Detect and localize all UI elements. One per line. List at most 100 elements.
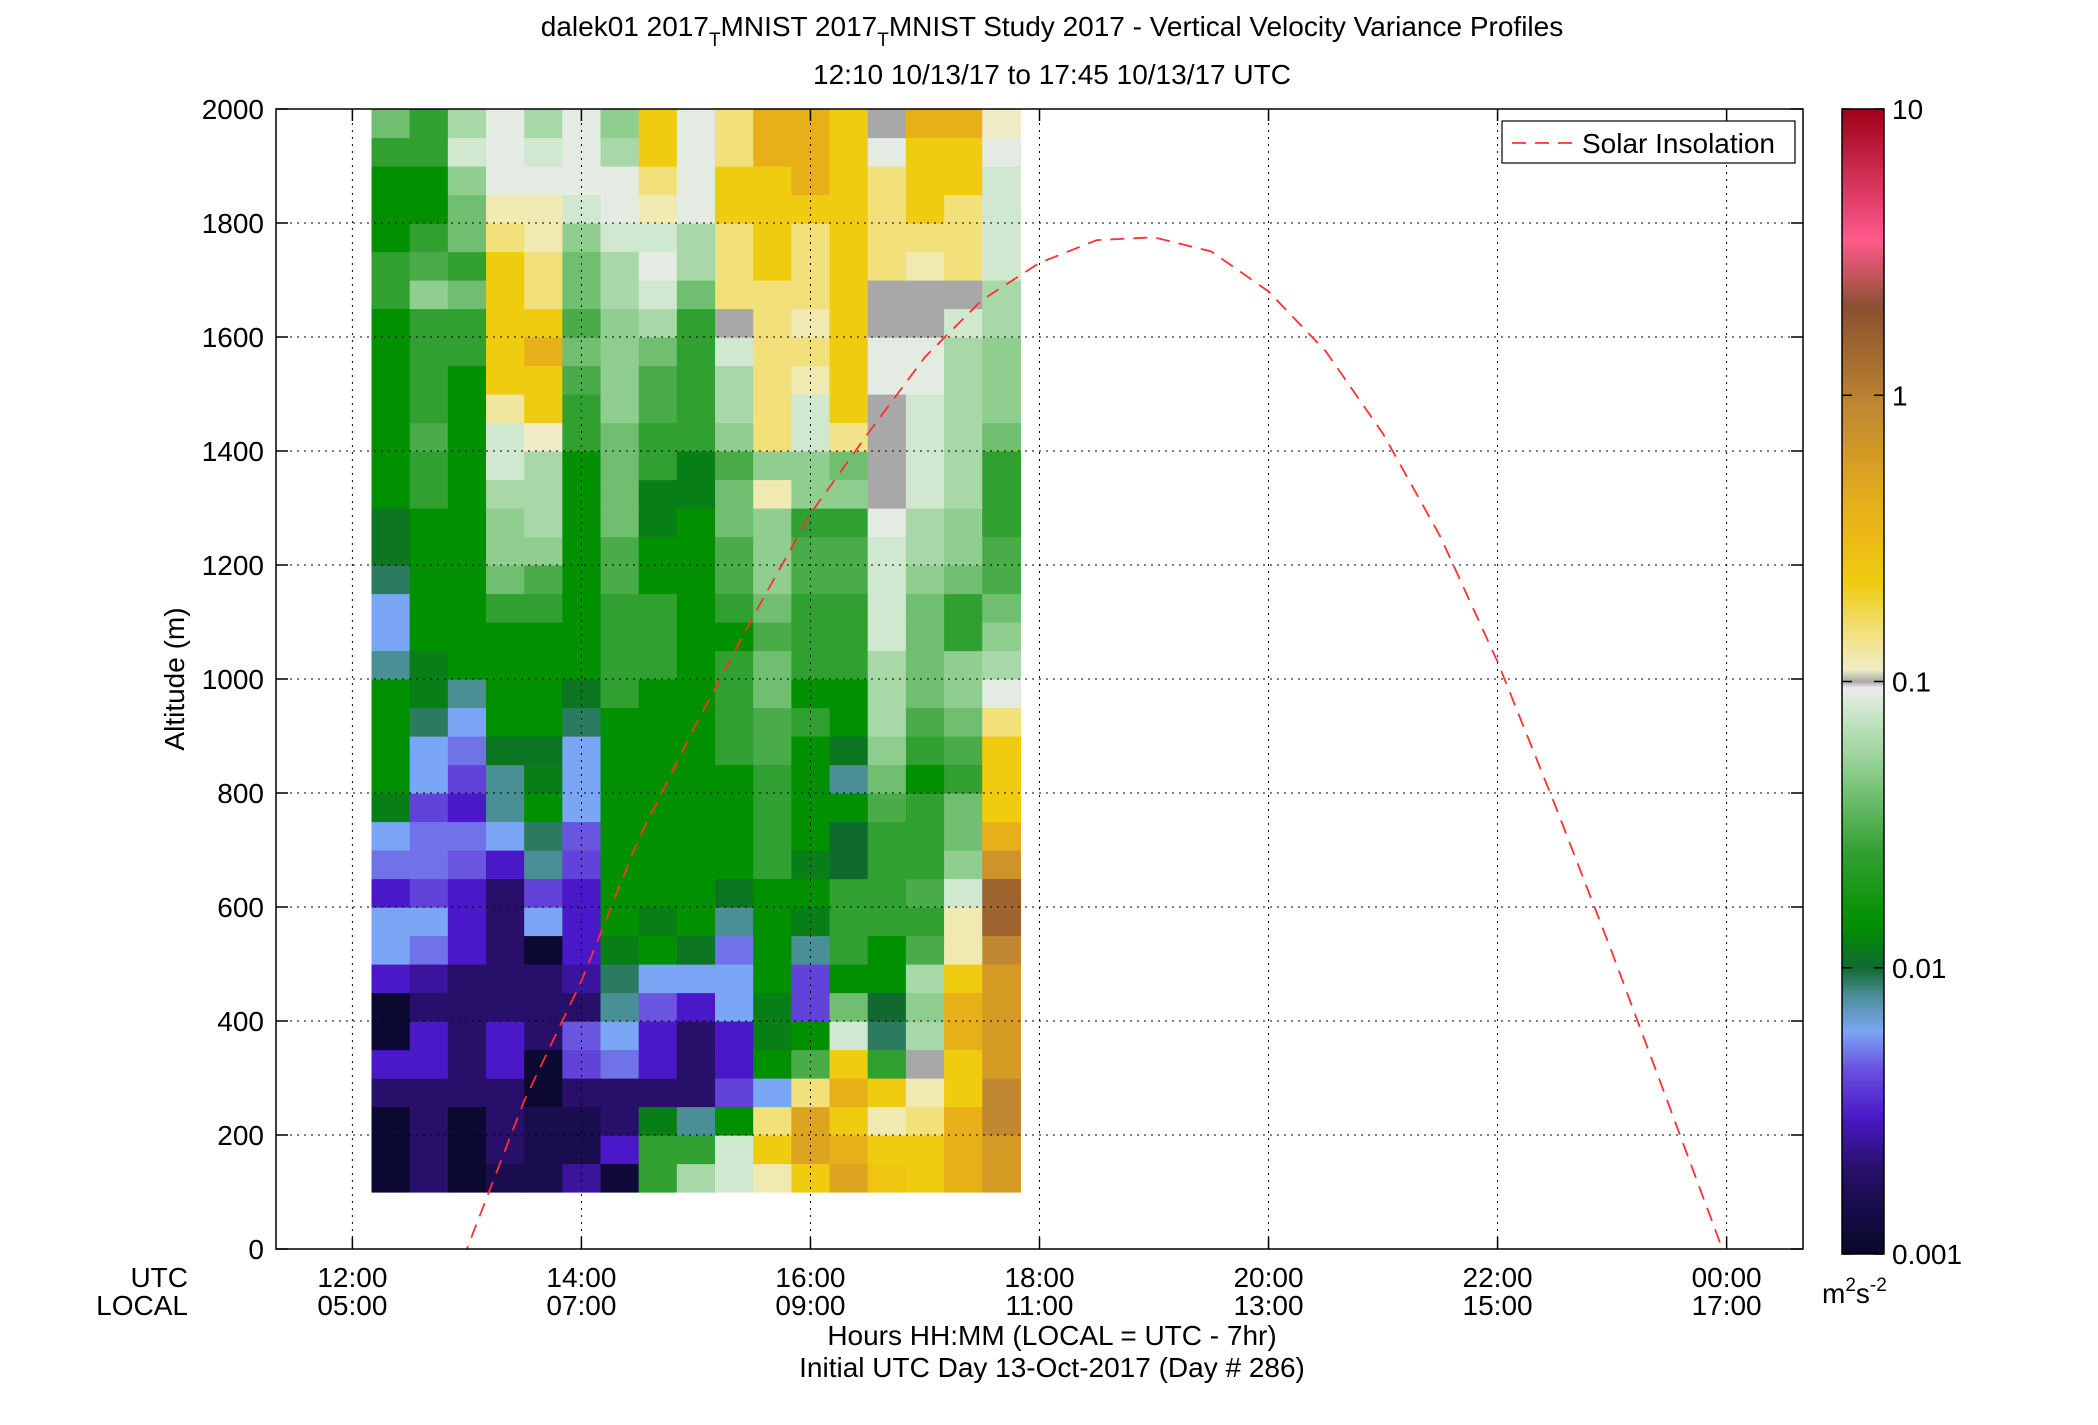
heatmap-cell [524,166,563,196]
heatmap-cell [829,707,869,737]
x-tick-label-local: 11:00 [1006,1290,1074,1321]
heatmap-cell [753,508,792,538]
heatmap-cell [867,1049,907,1079]
heatmap-cell [982,935,1021,965]
heatmap-cell [905,679,945,709]
heatmap-cell [791,1049,831,1079]
heatmap-cell [676,194,716,224]
heatmap-cell [944,1135,983,1165]
heatmap-cell [944,508,983,538]
heatmap-cell [905,565,945,595]
heatmap-cell [524,536,563,566]
heatmap-cell [447,422,487,452]
heatmap-cell [905,166,945,196]
heatmap-cell [448,52,487,81]
heatmap-cell [715,1049,754,1079]
heatmap-cell [982,422,1021,452]
heatmap-cell [829,365,869,395]
heatmap-cell [409,1049,449,1079]
heatmap-cell [982,109,1021,139]
heatmap-cell [524,394,563,424]
heatmap-cell [676,650,716,680]
heatmap-cell [829,137,869,167]
colorbar-tick-label: 0.1 [1892,667,1931,698]
heatmap-cell [753,764,792,794]
heatmap-cell [447,1049,487,1079]
y-axis-label: Altitude (m) [159,607,190,750]
heatmap-cell [562,821,602,851]
heatmap-cell [753,194,792,224]
heatmap-cell [409,907,449,937]
heatmap-cell [982,308,1021,338]
heatmap-cell [676,821,716,851]
heatmap-cell [409,137,449,167]
heatmap-cell [447,707,487,737]
heatmap-cell [944,223,983,253]
heatmap-cell [905,622,945,652]
heatmap-cell [753,736,792,766]
heatmap-cell [829,679,869,709]
colorbar-tick-label: 1 [1892,380,1908,411]
heatmap-cell [905,935,945,965]
heatmap-cell [944,821,983,851]
heatmap-cell [829,1135,869,1165]
heatmap-cell [944,280,983,310]
heatmap-cell [715,52,754,81]
heatmap-cell [600,650,640,680]
heatmap-cell [600,337,640,367]
heatmap-cell [829,337,869,367]
x-tick-label-utc: 20:00 [1233,1262,1303,1293]
heatmap-cell [524,1106,563,1136]
heatmap-cell [409,1106,449,1136]
heatmap-cell [447,251,487,281]
heatmap-cell [600,479,640,509]
heatmap-cell [638,935,678,965]
heatmap-cell [715,451,754,481]
heatmap-cell [562,251,602,281]
heatmap-cell [486,935,525,965]
heatmap-cell [676,935,716,965]
heatmap-cell [524,451,563,481]
heatmap-cell [447,194,487,224]
heatmap-cell [905,1049,945,1079]
heatmap-cell [447,280,487,310]
heatmap-cell [638,1021,678,1051]
heatmap-cell [447,764,487,794]
heatmap-cell [371,1106,411,1136]
heatmap-cell [715,1135,754,1165]
heatmap-cell [638,109,678,110]
heatmap-cell [905,878,945,908]
heatmap-cell [600,907,640,937]
heatmap-cell [486,650,525,680]
heatmap-cell [867,1078,907,1108]
x-tick-label-local: 17:00 [1692,1290,1762,1321]
heatmap-cell [486,536,525,566]
heatmap-cell [486,337,525,367]
heatmap-cell [371,1135,411,1165]
heatmap-cell [753,451,792,481]
heatmap-cell [562,650,602,680]
heatmap-cell [982,223,1021,253]
heatmap-cell [867,194,907,224]
heatmap-cell [486,679,525,709]
heatmap-cell [371,736,411,766]
heatmap-cell [982,251,1021,281]
heatmap-cell [409,622,449,652]
heatmap-cell [638,1049,678,1079]
heatmap-cell [409,793,449,823]
heatmap-cell [638,650,678,680]
heatmap-cell [486,137,525,167]
heatmap-cell [715,337,754,367]
heatmap-cell [524,109,563,139]
heatmap-cell [638,308,678,338]
heatmap-cell [867,850,907,880]
heatmap-cell [905,337,945,367]
heatmap-cell [715,166,754,196]
heatmap-cell [486,308,525,338]
heatmap-cell [829,308,869,338]
heatmap-cell [715,508,754,538]
heatmap-cell [562,1049,602,1079]
heatmap-cell [944,878,983,908]
y-tick-label: 200 [217,1120,264,1151]
heatmap-cell [829,166,869,196]
